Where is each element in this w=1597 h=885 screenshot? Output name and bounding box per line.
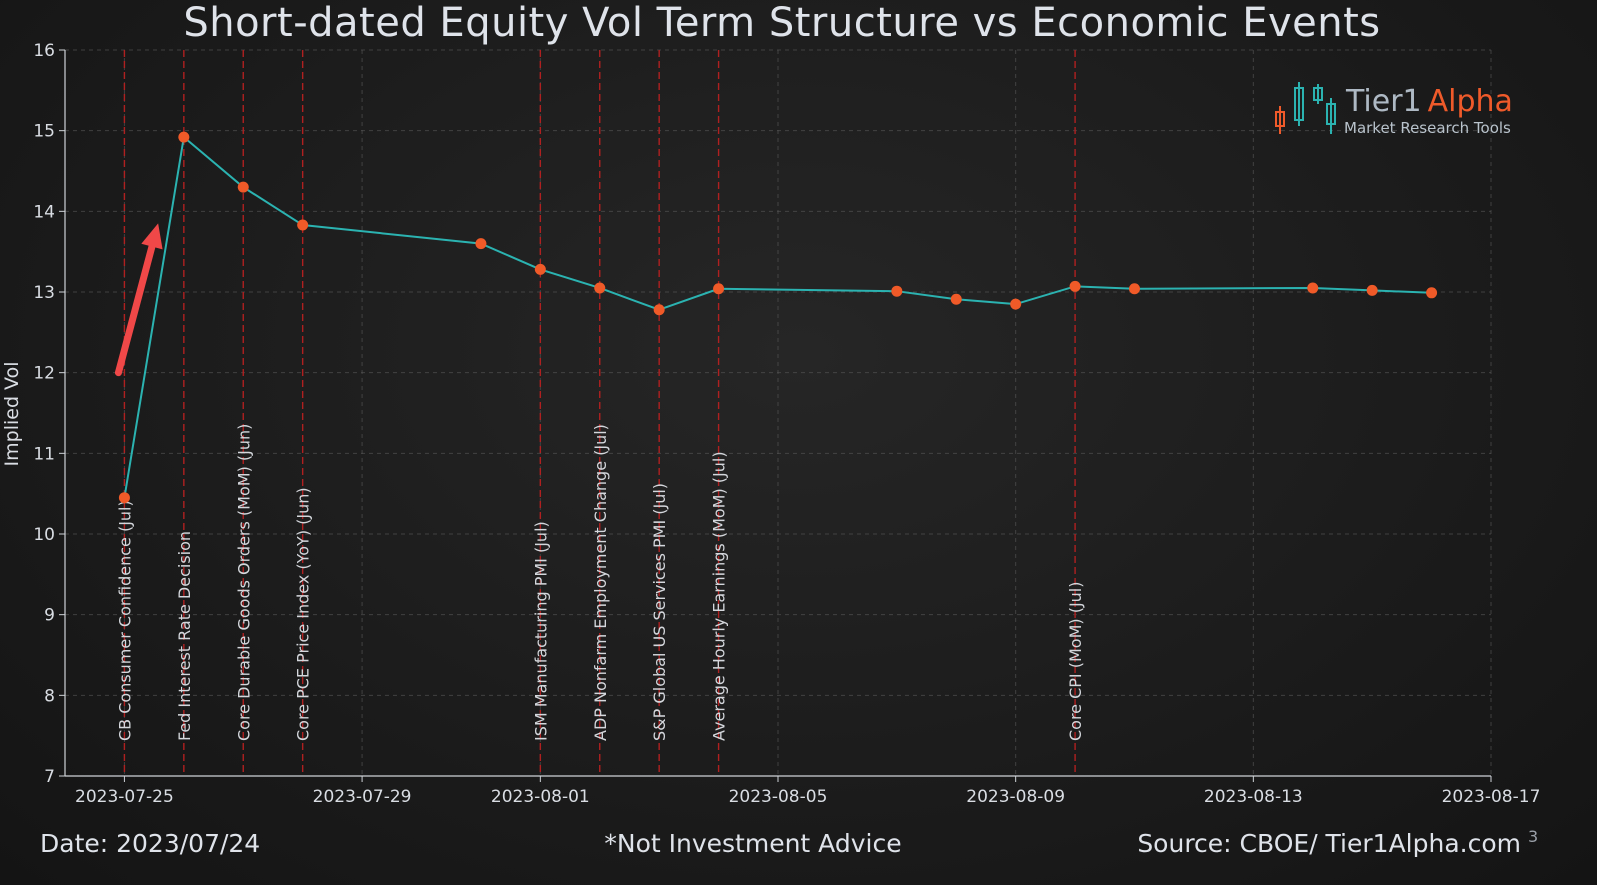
y-axis-label: Implied Vol [1,362,23,467]
data-point [1426,287,1438,299]
candle-body [1275,111,1285,127]
grid [65,49,1492,777]
logo-name-tier1: Tier1 [1345,84,1422,119]
arrow-shaft [114,243,156,377]
event-label: ADP Nonfarm Employment Change (Jul) [591,424,610,741]
annotations [114,223,163,377]
event-lines: CB Consumer Confidence (Jul) Fed Interest… [115,50,1085,776]
event-label: ISM Manufacturing PMI (Jul) [531,521,550,741]
data-point [950,293,962,305]
event-label: Core CPI (MoM) (Jul) [1066,582,1085,742]
data-point [118,492,130,504]
logo-title: Tier1 Alpha [1345,84,1513,119]
data-point [534,263,546,275]
data-point [178,131,190,143]
y-tick-label: 12 [33,364,55,384]
y-tick-label: 7 [44,767,55,787]
data-point [713,283,725,295]
x-tick-label: 2023-08-17 [1442,787,1541,807]
y-tick-label: 13 [33,283,55,303]
event-label: Core Durable Goods Orders (MoM) (Jun) [234,424,253,741]
footer-date: Date: 2023/07/24 [40,829,260,858]
data-point [1010,298,1022,310]
x-tick-label: 2023-07-29 [313,787,412,807]
axes: 7 8 9 10 11 12 13 14 15 16 2023-07-25 2023-07-29 202… [33,41,1540,807]
event-label: S&P Global US Services PMI (Jul) [650,483,669,741]
y-tick-label: 9 [44,606,55,626]
data-point [1069,280,1081,292]
data-point [297,219,309,231]
x-tick-label: 2023-08-13 [1204,787,1303,807]
candle-body [1294,87,1304,121]
x-tick-label: 2023-08-09 [966,787,1065,807]
logo-name-alpha: Alpha [1428,84,1513,119]
logo: Tier1 Alpha Market Research Tools [1275,82,1513,137]
y-tick-label: 14 [33,202,55,222]
data-point [594,282,606,294]
candle-body [1313,87,1323,101]
footer-disclaimer: *Not Investment Advice [604,829,901,858]
candlestick-icon [1275,82,1336,134]
x-tick-label: 2023-07-25 [75,787,174,807]
footer-source: Source: CBOE/ Tier1Alpha.com [1137,829,1521,858]
y-tick-label: 8 [44,686,55,706]
y-tick-label: 11 [33,444,55,464]
y-tick-label: 16 [33,41,55,61]
x-tick-label: 2023-08-05 [729,787,828,807]
data-point [237,181,249,193]
data-point [475,238,487,250]
data-point [1129,283,1140,295]
candle-body [1326,103,1336,125]
arrow-head [141,223,163,250]
data-point [653,304,665,316]
page-number: 3 [1528,827,1538,846]
data-point [1307,282,1319,294]
event-label: Average Hourly Earnings (MoM) (Jul) [710,451,729,741]
chart-title: Short-dated Equity Vol Term Structure vs… [183,0,1380,46]
logo-tagline: Market Research Tools [1344,119,1511,137]
event-label: CB Consumer Confidence (Jul) [115,500,134,741]
data-point [1366,284,1378,296]
event-label: Core PCE Price Index (YoY) (Jun) [294,487,313,741]
y-tick-label: 10 [33,525,55,545]
event-label: Fed Interest Rate Decision [175,531,194,741]
x-tick-label: 2023-08-01 [491,787,590,807]
y-tick-label: 15 [33,122,55,142]
series [118,131,1438,504]
data-point [891,285,903,297]
